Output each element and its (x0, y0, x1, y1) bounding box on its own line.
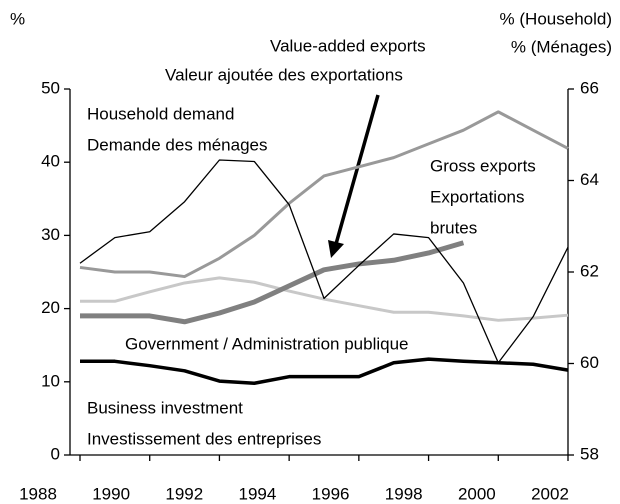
arrow (334, 94, 380, 245)
series-label: Gross exports (430, 156, 536, 175)
series-label: Demande des ménages (87, 135, 268, 154)
y2-axis-label: % (Household) (500, 9, 612, 28)
y-tick-label: 50 (41, 78, 60, 97)
y-tick-label: 10 (41, 371, 60, 390)
series-line (80, 276, 569, 322)
series-label: brutes (430, 218, 477, 237)
x-tick-label: 1994 (239, 484, 277, 503)
series-line (80, 240, 465, 325)
arrow-head (328, 240, 344, 258)
series-label: Investissement des entreprises (87, 429, 321, 448)
y2-tick-label: 64 (580, 170, 599, 189)
series-line (79, 110, 569, 279)
y2-tick-label: 66 (580, 78, 599, 97)
series-label: Exportations (430, 187, 525, 206)
y2-tick-label: 62 (580, 261, 599, 280)
series-label: Household demand (87, 104, 234, 123)
y2-tick-label: 60 (580, 353, 599, 372)
series-line (79, 159, 569, 364)
x-tick-label: 1988 (19, 484, 57, 503)
y-axis-label: % (10, 9, 25, 28)
series-label: Valeur ajoutée des exportations (165, 65, 403, 84)
x-tick-label: 2002 (531, 484, 569, 503)
series-label: Government / Administration publique (125, 334, 409, 353)
y-tick-label: 20 (41, 298, 60, 317)
x-tick-label: 1998 (385, 484, 423, 503)
series-line (80, 357, 569, 386)
y-tick-label: 30 (41, 225, 60, 244)
series-label: Business investment (87, 398, 243, 417)
y2-axis-label: % (Ménages) (511, 37, 612, 56)
x-tick-label: 1992 (165, 484, 203, 503)
x-tick-label: 1996 (312, 484, 350, 503)
y-tick-label: 0 (51, 444, 60, 463)
x-tick-label: 2000 (458, 484, 496, 503)
series-label: Value-added exports (270, 36, 426, 55)
y-tick-label: 40 (41, 152, 60, 171)
y2-tick-label: 58 (580, 444, 599, 463)
x-tick-label: 1990 (92, 484, 130, 503)
